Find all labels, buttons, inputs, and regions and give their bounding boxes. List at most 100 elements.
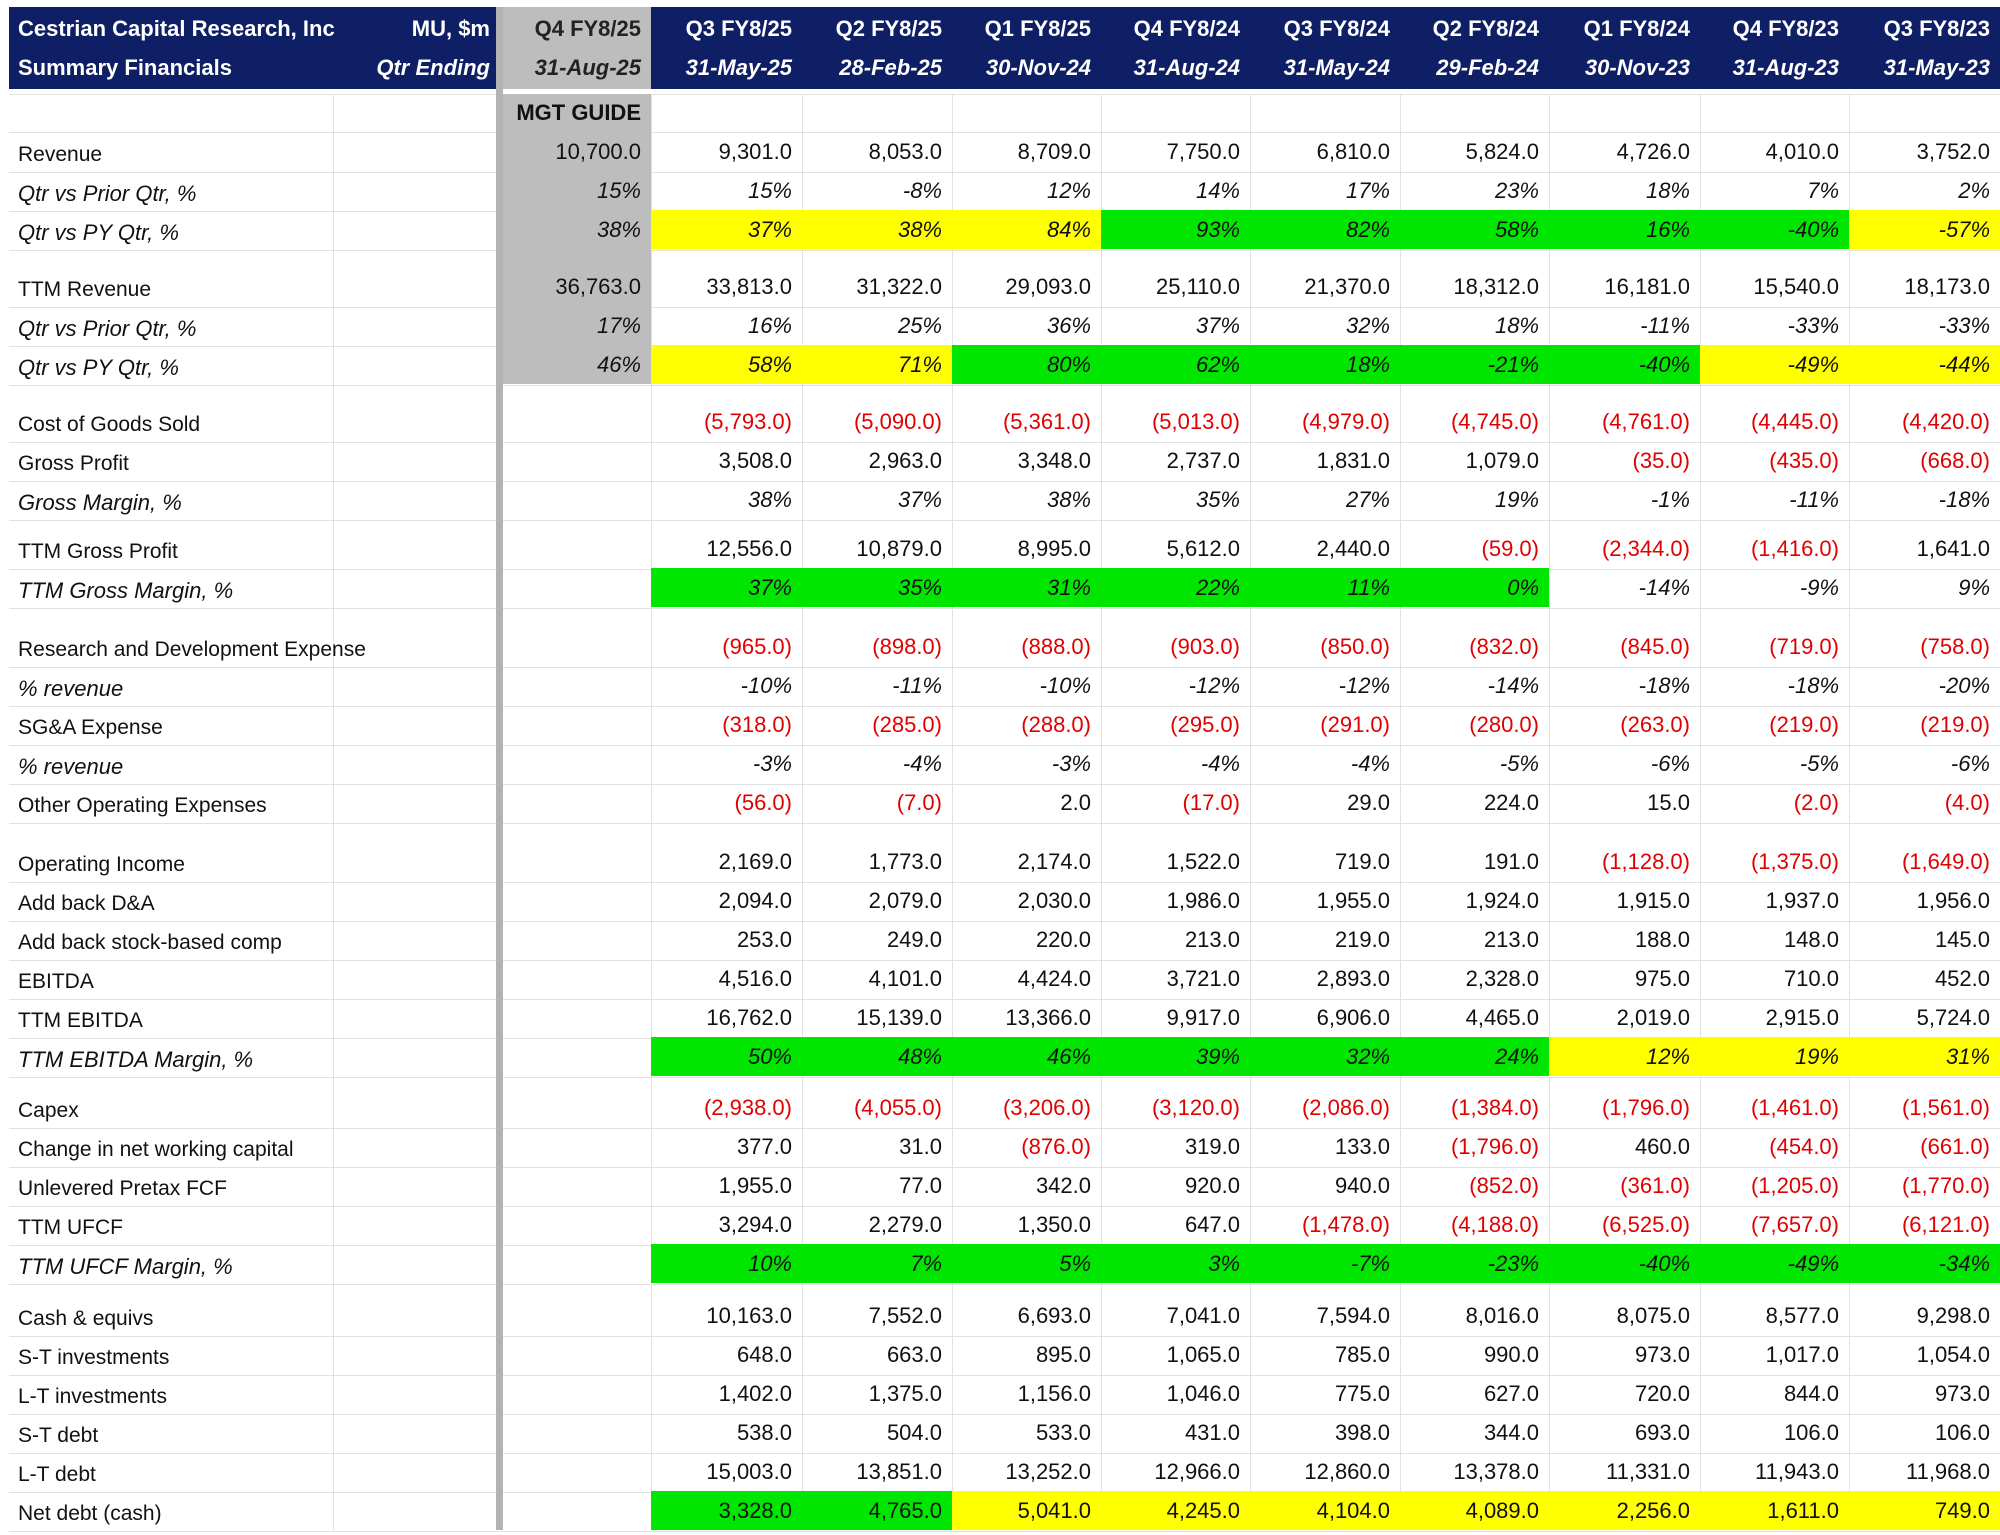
sheet-subtitle: Summary Financials	[18, 55, 232, 80]
data-cell: 4,010.0	[1765, 139, 1839, 164]
row-label: TTM UFCF Margin, %	[18, 1254, 233, 1279]
data-cell: 15,139.0	[856, 1005, 942, 1030]
data-cell: 6,906.0	[1316, 1005, 1390, 1030]
data-cell: -5%	[1499, 751, 1539, 776]
data-cell: 844.0	[1783, 1381, 1839, 1406]
data-cell: (435.0)	[1769, 448, 1839, 473]
data-cell: 32%	[1345, 313, 1390, 338]
grid-hline	[9, 921, 2000, 922]
data-cell: (4,055.0)	[853, 1095, 942, 1120]
period-header-quarter: Q1 FY8/24	[1583, 16, 1690, 41]
data-cell: -4%	[1200, 751, 1240, 776]
data-cell	[503, 705, 651, 744]
data-cell: 4,104.0	[1250, 1491, 1400, 1530]
row-label: Gross Margin, %	[18, 490, 182, 515]
data-cell: 10,163.0	[706, 1303, 792, 1328]
data-cell: (1,461.0)	[1750, 1095, 1839, 1120]
grid-hline	[9, 667, 2000, 668]
data-cell: 219.0	[1334, 927, 1390, 952]
period-header-date: 30-Nov-23	[1584, 55, 1690, 80]
data-cell: (5,361.0)	[1002, 409, 1091, 434]
data-cell: 62%	[1101, 345, 1250, 384]
data-cell: 58%	[651, 345, 802, 384]
data-cell: -40%	[1549, 1244, 1700, 1283]
data-cell: 38%	[1046, 487, 1091, 512]
data-cell: (285.0)	[872, 712, 942, 737]
data-cell: 2%	[1958, 178, 1990, 203]
grid-hline	[9, 608, 2000, 609]
data-cell: (719.0)	[1769, 634, 1839, 659]
data-cell: 1,937.0	[1765, 888, 1839, 913]
data-cell: (288.0)	[1021, 712, 1091, 737]
data-cell: (361.0)	[1620, 1173, 1690, 1198]
data-cell: (1,205.0)	[1750, 1173, 1839, 1198]
grid-hline	[9, 745, 2000, 746]
data-cell: 2,328.0	[1465, 966, 1539, 991]
data-cell: 16%	[747, 313, 792, 338]
data-cell: 3,721.0	[1166, 966, 1240, 991]
data-cell: (2,938.0)	[703, 1095, 792, 1120]
data-cell: (965.0)	[722, 634, 792, 659]
data-cell: 2,079.0	[868, 888, 942, 913]
data-cell: 6,693.0	[1017, 1303, 1091, 1328]
data-cell: 253.0	[736, 927, 792, 952]
data-cell: 533.0	[1035, 1420, 1091, 1445]
data-cell: 29,093.0	[1005, 274, 1091, 299]
data-cell: 25%	[897, 313, 942, 338]
data-cell: 5,612.0	[1166, 536, 1240, 561]
data-cell: (852.0)	[1469, 1173, 1539, 1198]
row-label: EBITDA	[18, 970, 94, 993]
period-header-date: 31-May-24	[1283, 55, 1390, 80]
data-cell: -6%	[1650, 751, 1690, 776]
data-cell: 77.0	[899, 1173, 942, 1198]
data-cell: 188.0	[1634, 927, 1690, 952]
row-label: Qtr vs Prior Qtr, %	[18, 316, 197, 341]
grid-hline	[9, 1531, 2000, 1532]
row-label: Cash & equivs	[18, 1307, 154, 1330]
grid-hline	[9, 1167, 2000, 1168]
data-cell: 31%	[1849, 1037, 2000, 1076]
data-cell: 11,968.0	[1905, 1459, 1990, 1484]
data-cell	[503, 1088, 651, 1127]
data-cell: 4,101.0	[868, 966, 942, 991]
period-header-quarter: Q4 FY8/24	[1133, 16, 1240, 41]
data-cell: -1%	[1650, 487, 1690, 512]
grid-hline	[9, 823, 2000, 824]
grid-vline	[1849, 94, 1850, 1530]
data-cell: 23%	[1494, 178, 1539, 203]
data-cell: 29.0	[1347, 790, 1390, 815]
data-cell: 775.0	[1334, 1381, 1390, 1406]
period-header-quarter: Q2 FY8/24	[1432, 16, 1539, 41]
data-cell: -11%	[892, 673, 942, 698]
data-cell: (758.0)	[1920, 634, 1990, 659]
period-header-quarter: Q4 FY8/25	[534, 16, 641, 41]
row-label: TTM Gross Margin, %	[18, 578, 234, 603]
period-header-quarter: Q1 FY8/25	[984, 16, 1091, 41]
data-cell: 2,256.0	[1549, 1491, 1700, 1530]
period-header-quarter: Q3 FY8/25	[685, 16, 792, 41]
data-cell: 9,917.0	[1166, 1005, 1240, 1030]
grid-vline	[651, 94, 652, 1530]
grid-hline	[9, 307, 2000, 308]
data-cell: 975.0	[1634, 966, 1690, 991]
data-cell: 1,375.0	[868, 1381, 942, 1406]
data-cell: -3%	[752, 751, 792, 776]
data-cell: 7%	[802, 1244, 952, 1283]
data-cell: (661.0)	[1920, 1134, 1990, 1159]
data-cell: 8,075.0	[1616, 1303, 1690, 1328]
data-cell: (4,445.0)	[1750, 409, 1839, 434]
data-cell: 4,765.0	[802, 1491, 952, 1530]
data-cell: -4%	[902, 751, 942, 776]
data-cell: 377.0	[736, 1134, 792, 1159]
data-cell: (4,420.0)	[1901, 409, 1990, 434]
data-cell: 37%	[1195, 313, 1240, 338]
data-cell: 106.0	[1934, 1420, 1990, 1445]
data-cell: (898.0)	[872, 634, 942, 659]
grid-hline	[9, 1453, 2000, 1454]
data-cell: 1,955.0	[718, 1173, 792, 1198]
data-cell: 11,331.0	[1605, 1459, 1690, 1484]
data-cell: 71%	[802, 345, 952, 384]
period-header-date: 31-May-25	[685, 55, 792, 80]
data-cell: (4.0)	[1944, 790, 1990, 815]
data-cell: 15.0	[1647, 790, 1690, 815]
